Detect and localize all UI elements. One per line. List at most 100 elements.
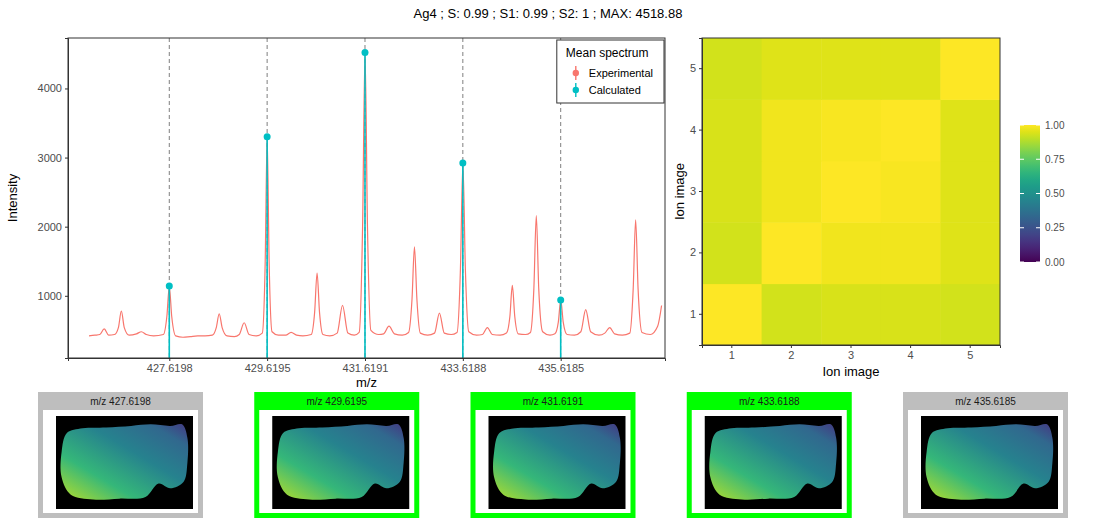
heatmap-cell <box>762 161 822 223</box>
tick-label: 433.6188 <box>440 362 486 374</box>
legend-key-point <box>573 70 579 76</box>
ion-image: m/z 429.6195 <box>254 392 419 518</box>
heatmap-cell <box>821 284 881 345</box>
plot-background <box>68 38 665 358</box>
colorbar-tick <box>1036 262 1040 263</box>
heatmap-cell <box>762 99 822 161</box>
heatmap-cell <box>881 222 941 284</box>
tick-mark <box>910 345 911 348</box>
colorbar-tick <box>1036 159 1040 160</box>
stem <box>168 286 170 358</box>
heatmap-cell <box>881 38 941 100</box>
axis: 1 2 3 4 5 <box>690 39 703 346</box>
axis: 1000200030004000 <box>38 39 69 359</box>
tick-label: 2 <box>690 246 696 258</box>
axis: 427.6198 429.6195 431.6191 433.6188 435.6185 <box>69 358 666 374</box>
heatmap-cell <box>702 99 762 161</box>
tick: 3 <box>848 345 854 361</box>
axis: 12345 <box>703 345 1001 361</box>
tick: 5 <box>967 345 973 361</box>
image-frame <box>687 392 852 518</box>
tick-mark <box>699 314 702 315</box>
colorbar-tick <box>1036 193 1040 194</box>
tick-mark <box>731 345 732 348</box>
tick-label: 429.6195 <box>245 362 291 374</box>
heatmap-cell <box>821 161 881 223</box>
stem-point <box>361 49 368 56</box>
heatmap-cell <box>821 38 881 100</box>
colorbar-label: 0.50 <box>1045 188 1065 199</box>
axis-line <box>703 346 1001 349</box>
tick-label: 2000 <box>38 221 62 233</box>
tick-mark <box>365 358 366 361</box>
tick: 435.6185 <box>538 358 584 374</box>
heatmap-cell <box>940 284 1000 345</box>
tick-label: 5 <box>690 62 696 74</box>
heatmap-cell <box>762 38 822 100</box>
tick: 4000 <box>38 82 68 94</box>
colorbar-tick <box>1020 227 1024 228</box>
heatmap-cell <box>821 222 881 284</box>
image-frame <box>903 392 1068 518</box>
plot-frame <box>702 38 1000 345</box>
stem-point <box>264 133 271 140</box>
image-frame <box>38 392 203 518</box>
tick-mark <box>699 68 702 69</box>
stem-point <box>459 160 466 167</box>
ion-image: m/z 433.6188 <box>687 392 852 518</box>
image-frame <box>254 392 419 518</box>
tick-mark <box>65 88 68 89</box>
tick-label: 1000 <box>38 290 62 302</box>
tick-label: 3 <box>848 349 854 361</box>
legend: Mean spectrumExperimentalCalculated <box>557 40 664 103</box>
colorbar-label: 0.00 <box>1045 257 1065 268</box>
tissue <box>493 424 621 500</box>
tick: 1 <box>690 308 702 320</box>
image-area <box>43 410 198 513</box>
heatmap-cell <box>940 38 1000 100</box>
grid-line <box>364 38 365 358</box>
tick-mark <box>65 296 68 297</box>
plot-area <box>89 49 662 358</box>
grid-line <box>462 38 463 358</box>
tick-mark <box>463 358 464 361</box>
tick-label: 4000 <box>38 82 62 94</box>
tick: 4 <box>690 124 702 136</box>
heatmap-cell <box>702 284 762 345</box>
tick: 3 <box>690 185 702 197</box>
x-axis-title: Ion image <box>822 364 879 379</box>
tick: 4 <box>908 345 914 361</box>
image-background <box>489 416 626 509</box>
image-area <box>259 410 414 513</box>
tick: 431.6191 <box>343 358 389 374</box>
tick: 433.6188 <box>440 358 486 374</box>
heatmap-cell <box>940 161 1000 223</box>
tick: 2 <box>788 345 794 361</box>
tick: 2000 <box>38 221 68 233</box>
stem <box>266 137 268 358</box>
tick: 5 <box>690 62 702 74</box>
colorbar-tick <box>1020 125 1024 126</box>
axis-line <box>699 39 703 346</box>
plot-frame <box>68 38 665 358</box>
grid-line <box>169 38 170 358</box>
image-background <box>56 416 193 509</box>
heatmap-cell <box>940 99 1000 161</box>
colorbar-label: 0.75 <box>1045 154 1065 165</box>
tick-mark <box>65 158 68 159</box>
tick-label: 4 <box>908 349 914 361</box>
colorbar-label: 0.25 <box>1045 222 1065 233</box>
tick-label: 2 <box>788 349 794 361</box>
legend-box <box>557 40 664 103</box>
tick-label: 427.6198 <box>147 362 193 374</box>
ion-image: m/z 427.6198 <box>38 392 203 518</box>
heatmap-cell <box>762 222 822 284</box>
heatmap-cell <box>702 161 762 223</box>
colorbar-tick <box>1020 262 1024 263</box>
heatmap-cell <box>881 284 941 345</box>
colorbar <box>1020 125 1040 262</box>
tick-label: 5 <box>967 349 973 361</box>
grid <box>169 38 560 358</box>
legend-label: Experimental <box>589 67 653 79</box>
stem-point <box>166 283 173 290</box>
